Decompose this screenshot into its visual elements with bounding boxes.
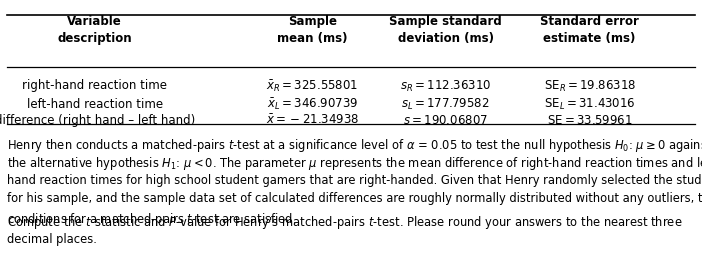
Text: Standard error
estimate (ms): Standard error estimate (ms) bbox=[541, 15, 639, 44]
Text: conditions for a matched-pairs $t$-test are satisfied.: conditions for a matched-pairs $t$-test … bbox=[7, 211, 296, 228]
Text: Compute the $t$-statistic and $P$-value for Henry's matched-pairs $t$-test. Plea: Compute the $t$-statistic and $P$-value … bbox=[7, 214, 682, 231]
Text: Variable
description: Variable description bbox=[58, 15, 132, 44]
Text: for his sample, and the sample data set of calculated differences are roughly no: for his sample, and the sample data set … bbox=[7, 192, 702, 205]
Text: Henry then conducts a matched-pairs $t$-test at a significance level of $\alpha$: Henry then conducts a matched-pairs $t$-… bbox=[7, 136, 702, 153]
Text: $\mathrm{SE}_L = 31.43016$: $\mathrm{SE}_L = 31.43016$ bbox=[544, 97, 635, 112]
Text: the alternative hypothesis $H_1$: $\mu < 0$. The parameter $\mu$ represents the : the alternative hypothesis $H_1$: $\mu <… bbox=[7, 155, 702, 172]
Text: $\mathrm{SE}_R = 19.86318$: $\mathrm{SE}_R = 19.86318$ bbox=[543, 78, 636, 94]
Text: $s_L = 177.79582$: $s_L = 177.79582$ bbox=[402, 97, 490, 112]
Text: $\bar{x}_R = 325.55801$: $\bar{x}_R = 325.55801$ bbox=[266, 78, 359, 94]
Text: hand reaction times for high school student gamers that are right-handed. Given : hand reaction times for high school stud… bbox=[7, 174, 702, 187]
Text: Sample
mean (ms): Sample mean (ms) bbox=[277, 15, 347, 44]
Text: $\bar{x}_L = 346.90739$: $\bar{x}_L = 346.90739$ bbox=[267, 97, 358, 112]
Text: $\bar{x} = -21.34938$: $\bar{x} = -21.34938$ bbox=[266, 114, 359, 127]
Text: left-hand reaction time: left-hand reaction time bbox=[27, 98, 163, 111]
Text: $s_R = 112.36310$: $s_R = 112.36310$ bbox=[400, 78, 491, 94]
Text: $\mathrm{SE} = 33.59961$: $\mathrm{SE} = 33.59961$ bbox=[547, 114, 633, 127]
Text: $s = 190.06807$: $s = 190.06807$ bbox=[403, 114, 489, 127]
Text: difference (right hand – left hand): difference (right hand – left hand) bbox=[0, 114, 195, 127]
Text: right-hand reaction time: right-hand reaction time bbox=[22, 79, 167, 93]
Text: Sample standard
deviation (ms): Sample standard deviation (ms) bbox=[390, 15, 502, 44]
Text: decimal places.: decimal places. bbox=[7, 233, 97, 246]
